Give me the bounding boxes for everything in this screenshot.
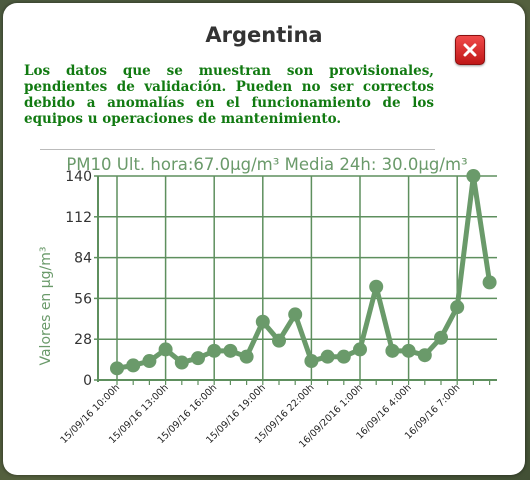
y-tick-label: 28 — [74, 332, 92, 348]
data-point — [288, 307, 303, 322]
chart-title: PM10 Ult. hora:67.0µg/m³ Media 24h: 30.0… — [66, 155, 467, 174]
data-point — [369, 279, 384, 294]
y-tick-label: 112 — [65, 210, 92, 226]
data-point — [158, 342, 173, 357]
info-popup: Argentina Los datos que se muestran son … — [3, 3, 525, 475]
divider — [40, 149, 435, 150]
popup-title: Argentina — [205, 23, 323, 47]
data-point — [320, 349, 335, 364]
data-point — [304, 354, 319, 369]
y-tick-label: 84 — [74, 251, 92, 267]
data-point — [126, 358, 141, 373]
provisional-data-notice: Los datos que se muestran son provisiona… — [24, 63, 434, 127]
y-tick-labels: 0 28 56 84 112 140 — [65, 169, 92, 389]
data-point — [450, 300, 465, 315]
data-point — [336, 349, 351, 364]
close-button[interactable] — [455, 35, 485, 65]
close-x-icon — [463, 43, 477, 57]
data-point — [272, 333, 286, 348]
series-points — [110, 169, 497, 376]
data-point — [466, 169, 481, 183]
data-point — [255, 314, 270, 329]
y-tick-label: 0 — [83, 373, 92, 389]
data-point — [191, 351, 205, 366]
data-point — [385, 343, 400, 358]
data-point — [482, 275, 497, 290]
data-point — [239, 349, 254, 364]
data-point — [434, 330, 448, 345]
grid — [98, 175, 497, 381]
axes — [94, 175, 497, 385]
pm10-line-chart: PM10 Ult. hora:67.0µg/m³ Media 24h: 30.0… — [38, 155, 497, 450]
data-point — [223, 343, 238, 358]
data-point — [207, 343, 222, 358]
data-point — [110, 361, 124, 376]
y-tick-label: 56 — [74, 291, 92, 307]
data-point — [174, 355, 189, 370]
data-point — [401, 343, 416, 358]
data-point — [417, 348, 432, 363]
y-axis-label: Valores en µg/m³ — [38, 246, 54, 365]
data-point — [353, 342, 367, 357]
data-point — [142, 354, 157, 369]
y-tick-label: 140 — [65, 169, 92, 185]
